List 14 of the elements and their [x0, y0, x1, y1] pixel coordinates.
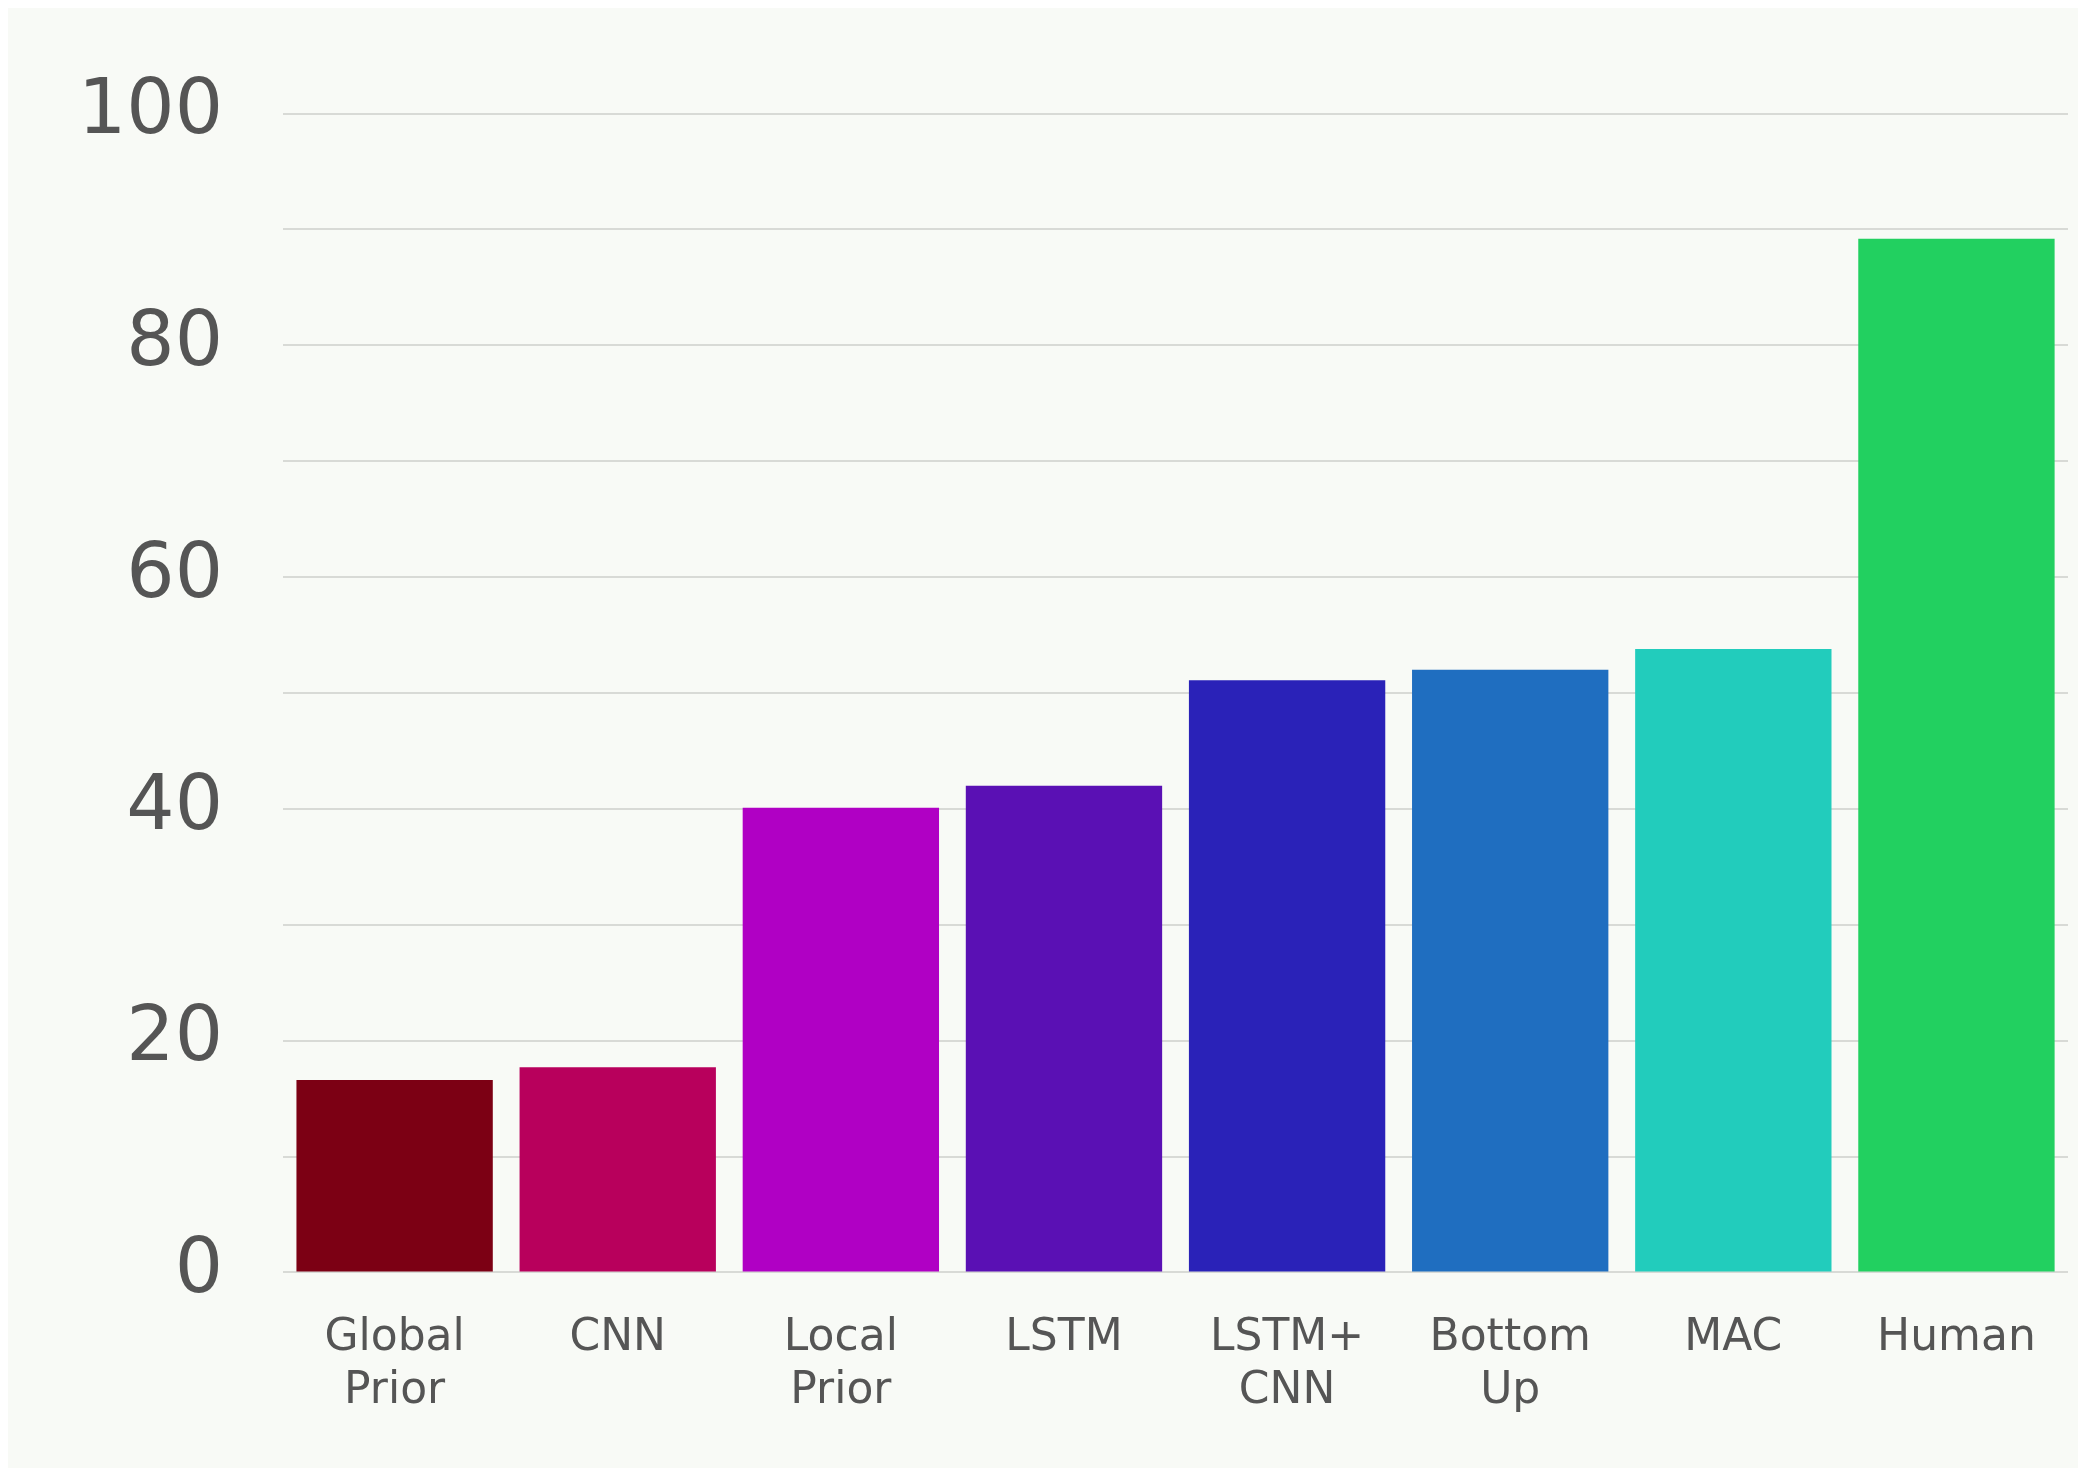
y-tick-label: 80 [126, 294, 224, 384]
x-tick-label: LSTM [1005, 1309, 1123, 1361]
x-tick-label: Local Prior [783, 1309, 898, 1414]
x-tick-label: LSTM+ CNN [1210, 1309, 1365, 1414]
y-tick-label: 100 [78, 62, 224, 152]
x-tick-label: Human [1877, 1309, 2036, 1361]
y-tick-label: 60 [126, 525, 224, 615]
x-tick-label: Global Prior [324, 1309, 465, 1414]
y-tick-label: 0 [174, 1221, 224, 1311]
x-tick-label: Bottom Up [1429, 1309, 1591, 1414]
y-tick-label: 20 [126, 989, 224, 1079]
x-tick-label: CNN [569, 1309, 667, 1361]
y-tick-label: 40 [126, 757, 224, 847]
x-tick-label: MAC [1684, 1309, 1783, 1361]
